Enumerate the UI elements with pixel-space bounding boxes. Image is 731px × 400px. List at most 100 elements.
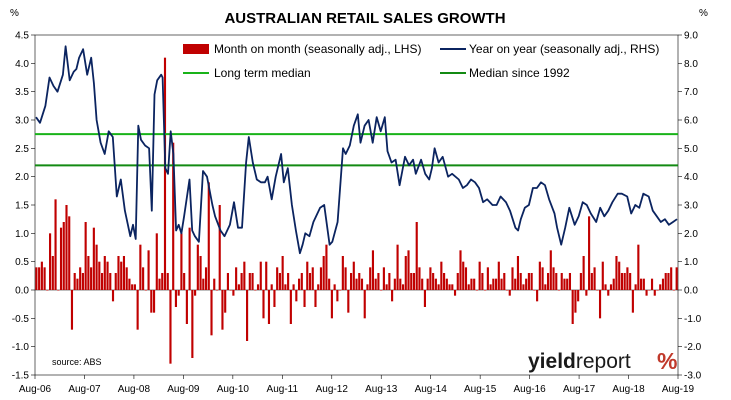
mom-bar	[330, 290, 333, 319]
mom-bar	[544, 284, 547, 290]
mom-bar	[35, 267, 38, 290]
mom-bar	[65, 205, 68, 290]
mom-bar	[68, 216, 71, 290]
mom-bar	[631, 290, 634, 313]
left-tick-label: 4.5	[15, 31, 29, 42]
mom-bar	[358, 273, 361, 290]
mom-bar	[169, 290, 172, 364]
right-tick-label: 3.0	[684, 201, 698, 212]
x-tick-label: Aug-19	[662, 384, 695, 395]
x-tick-label: Aug-12	[316, 384, 349, 395]
logo-word-yield: yield	[528, 350, 576, 373]
mom-bar	[445, 278, 448, 290]
left-tick-label: 4.0	[15, 59, 29, 70]
chart-title: AUSTRALIAN RETAIL SALES GROWTH	[224, 10, 505, 27]
mom-bar	[328, 278, 331, 290]
mom-bar	[254, 290, 257, 291]
mom-bar	[456, 273, 459, 290]
mom-bar	[440, 261, 443, 290]
mom-bar	[497, 261, 500, 290]
mom-bar	[448, 284, 451, 290]
mom-bar	[443, 273, 446, 290]
mom-bar	[333, 284, 336, 290]
mom-bar	[240, 273, 243, 290]
mom-bar	[590, 273, 593, 290]
mom-bar	[667, 273, 670, 290]
mom-bar	[612, 278, 615, 290]
mom-bar	[226, 273, 229, 290]
mom-bar	[467, 284, 470, 290]
x-tick-label: Aug-09	[167, 384, 200, 395]
mom-bar	[470, 278, 473, 290]
mom-bar	[270, 284, 273, 290]
mom-bar	[355, 278, 358, 290]
mom-bar	[478, 261, 481, 290]
x-tick-label: Aug-07	[68, 384, 101, 395]
mom-bar	[582, 256, 585, 290]
mom-bar	[541, 267, 544, 290]
mom-bar	[672, 290, 675, 291]
mom-bar	[87, 256, 90, 290]
mom-bars	[35, 57, 678, 364]
mom-bar	[579, 273, 582, 290]
mom-bar	[481, 273, 484, 290]
mom-bar	[620, 273, 624, 290]
mom-bar	[574, 290, 577, 313]
mom-bar	[46, 290, 49, 291]
mom-bar	[111, 290, 115, 302]
mom-bar	[629, 273, 632, 290]
mom-bar	[251, 273, 254, 290]
mom-bar	[73, 273, 76, 290]
mom-bar	[492, 278, 495, 290]
mom-bar	[248, 273, 251, 290]
source-note: source: ABS	[52, 357, 102, 367]
mom-bar	[473, 278, 476, 290]
legend-label-mom: Month on month (seasonally adj., LHS)	[214, 42, 421, 56]
mom-bar	[514, 278, 517, 290]
mom-bar	[221, 290, 224, 330]
legend: Month on month (seasonally adj., LHS) Ye…	[183, 42, 659, 80]
mom-bar	[462, 261, 465, 290]
mom-bar	[232, 290, 235, 296]
mom-bar	[604, 284, 607, 290]
left-tick-label: -1.5	[12, 371, 30, 382]
x-tick-label: Aug-18	[612, 384, 645, 395]
mom-bar	[421, 278, 424, 290]
mom-bar	[336, 290, 339, 302]
mom-bar	[380, 290, 383, 291]
mom-bar	[459, 250, 462, 290]
right-tick-label: 2.0	[684, 229, 698, 240]
mom-bar	[267, 290, 271, 324]
mom-bar	[177, 290, 180, 296]
mom-bar	[670, 267, 673, 290]
left-tick-label: -0.5	[12, 314, 30, 325]
mom-bar	[100, 273, 104, 290]
mom-bar	[180, 233, 183, 290]
mom-bar	[194, 290, 197, 296]
left-tick-label: 0.0	[15, 286, 29, 297]
mom-bar	[229, 290, 232, 291]
mom-bar	[59, 227, 63, 290]
mom-bar	[585, 290, 588, 296]
mom-bar	[322, 256, 325, 290]
right-tick-label: 5.0	[684, 144, 698, 155]
right-axis-unit: %	[699, 8, 708, 19]
mom-bar	[191, 290, 194, 358]
right-axis: -3.0 -2.0 -1.0 0.0 1.0 2.0 3.0 4.0 5.0 6.0 7.0 8.0 9…	[678, 31, 702, 382]
x-tick-label: Aug-06	[19, 384, 52, 395]
mom-bar	[311, 267, 314, 290]
x-tick-label: Aug-15	[464, 384, 497, 395]
mom-bar	[98, 261, 101, 290]
mom-bar	[437, 284, 440, 290]
mom-bar	[204, 267, 208, 290]
mom-bar	[664, 273, 667, 290]
mom-bar	[246, 290, 249, 341]
mom-bar	[623, 273, 626, 290]
mom-bar	[410, 273, 413, 290]
mom-bar	[609, 284, 613, 290]
mom-bar	[81, 273, 84, 290]
mom-bar	[530, 273, 533, 290]
mom-bar	[188, 227, 191, 290]
mom-bar	[434, 278, 437, 290]
